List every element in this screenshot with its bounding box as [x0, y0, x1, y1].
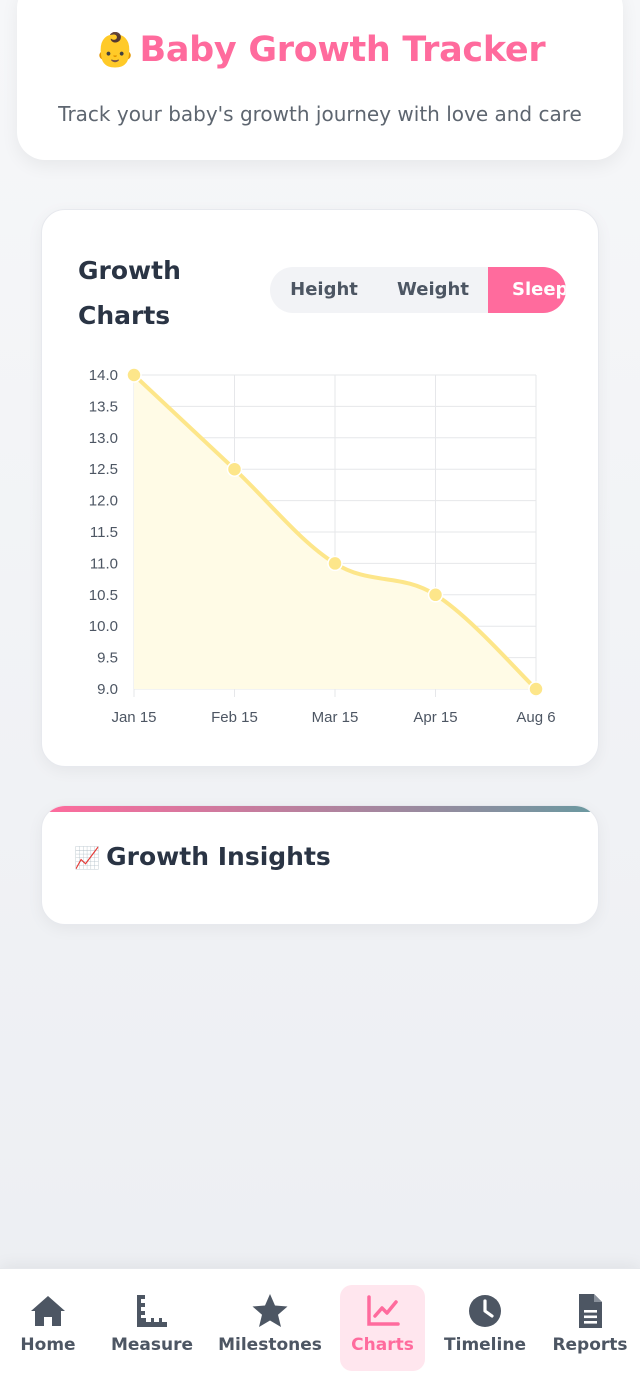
data-point	[427, 587, 444, 603]
x-tick-label: Apr 15	[413, 709, 457, 726]
x-tick-label: Feb 15	[211, 709, 258, 726]
insights-accent-bar	[42, 806, 598, 812]
insights-title: 📈 Growth Insights	[74, 842, 331, 871]
x-tick-label: Mar 15	[312, 709, 359, 726]
y-tick-label: 12.5	[89, 461, 118, 478]
nav-reports-label: Reports	[552, 1335, 628, 1355]
x-tick-label: Aug 6	[516, 709, 555, 726]
nav-timeline-label: Timeline	[444, 1335, 526, 1355]
nav-reports[interactable]: Reports	[550, 1285, 630, 1371]
nav-home[interactable]: Home	[8, 1285, 88, 1371]
y-tick-label: 9.0	[97, 681, 118, 698]
y-tick-label: 12.0	[89, 493, 118, 510]
bottom-nav: Home Measure Milestones Charts Timeline	[0, 1268, 640, 1387]
chart-type-toggle: Height Weight Sleep	[270, 267, 566, 313]
y-tick-label: 11.5	[90, 524, 118, 541]
y-tick-label: 13.5	[89, 398, 118, 415]
chart-line-icon	[366, 1295, 400, 1326]
data-point	[126, 367, 142, 383]
data-point	[327, 555, 343, 572]
nav-milestones-label: Milestones	[218, 1335, 322, 1355]
x-tick-label: Jan 15	[111, 709, 156, 726]
y-tick-label: 13.0	[89, 430, 118, 447]
y-tick-label: 10.0	[89, 618, 118, 635]
chart-increasing-icon: 📈	[74, 846, 101, 870]
y-tick-label: 14.0	[89, 367, 118, 384]
nav-measure[interactable]: Measure	[106, 1285, 198, 1371]
growth-insights-card: 📈 Growth Insights	[41, 805, 599, 925]
tab-sleep[interactable]: Sleep	[488, 267, 566, 313]
growth-charts-card: Growth Charts Height Weight Sleep 14.0 13…	[41, 209, 599, 767]
document-icon	[579, 1294, 602, 1328]
series-area	[134, 375, 536, 689]
home-icon	[31, 1296, 65, 1326]
nav-timeline[interactable]: Timeline	[442, 1285, 528, 1371]
clock-icon	[469, 1295, 501, 1327]
nav-milestones[interactable]: Milestones	[218, 1285, 322, 1371]
nav-charts[interactable]: Charts	[340, 1285, 425, 1371]
app-subtitle: Track your baby's growth journey with lo…	[58, 102, 582, 126]
ruler-icon	[137, 1295, 167, 1327]
baby-icon: 👶	[94, 30, 136, 69]
tab-weight[interactable]: Weight	[397, 279, 469, 300]
growth-charts-title: Growth Charts	[78, 256, 181, 330]
tab-height[interactable]: Height	[290, 279, 358, 300]
insights-title-text: Growth Insights	[106, 842, 331, 871]
star-icon	[252, 1294, 288, 1327]
nav-home-label: Home	[20, 1335, 76, 1355]
nav-measure-label: Measure	[110, 1335, 194, 1355]
app-title-text: Baby Growth Tracker	[139, 30, 546, 70]
nav-charts-label: Charts	[351, 1335, 414, 1355]
y-tick-label: 10.5	[89, 587, 118, 604]
data-point	[528, 681, 544, 697]
app-header: 👶 Baby Growth Tracker Track your baby's g…	[17, 0, 623, 160]
app-title: 👶 Baby Growth Tracker	[17, 30, 623, 70]
y-tick-label: 11.0	[90, 555, 118, 572]
data-point	[226, 461, 243, 477]
y-tick-label: 9.5	[97, 650, 118, 667]
growth-chart: 14.0 13.5 13.0 12.5 12.0 11.5 11.0 10.5 10.0 9.5 9…	[89, 367, 556, 726]
